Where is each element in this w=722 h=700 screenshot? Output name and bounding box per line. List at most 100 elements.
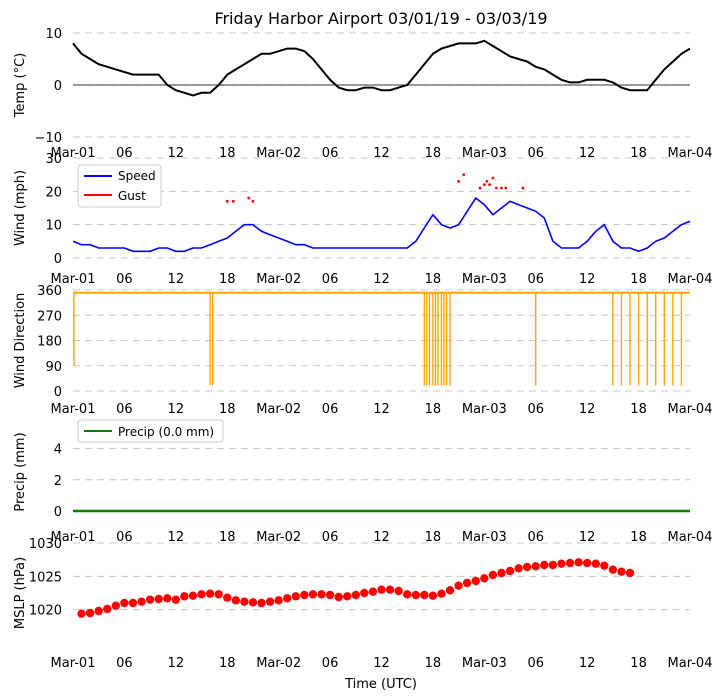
x-tick-label: Mar-04 [668,272,713,287]
x-tick-label: 12 [579,402,596,417]
y-tick-label: 0 [54,252,62,267]
mslp-point [531,562,540,571]
gust-point [482,183,486,187]
y-tick-label: −10 [35,131,62,146]
mslp-point [368,587,378,596]
legend-box [77,419,224,443]
y-tick-label: 1020 [29,604,62,619]
mslp-point [428,591,438,600]
gust-point [231,199,235,203]
x-tick-label: 12 [168,402,185,417]
x-tick-label: 18 [425,402,442,417]
wind-speed-line [72,196,691,253]
gust-point [488,183,491,187]
mslp-point [505,566,515,576]
x-tick-label: 12 [373,656,390,671]
y-tick-label: 0 [54,385,62,400]
x-tick-label: Mar-01 [51,530,96,545]
x-tick-label: Mar-02 [256,402,301,417]
gust-point [494,186,498,190]
mslp-point [351,590,360,600]
x-tick-label: 18 [630,530,647,545]
x-tick-label: 18 [219,272,236,287]
mslp-point [265,597,275,606]
x-tick-label: Mar-04 [668,530,713,545]
mslp-point [120,598,129,608]
mslp-point [94,606,103,616]
x-tick-label: 18 [425,656,442,671]
x-tick-label: 12 [579,656,596,671]
x-tick-label: 12 [373,272,390,287]
x-tick-label: 18 [630,402,647,417]
mslp-point [420,590,429,600]
legend-label-speed: Speed [118,169,156,183]
y-tick-label: 0 [54,79,62,94]
y-tick-label: 30 [45,152,62,167]
mslp-point [103,604,112,614]
gust-point [478,186,482,190]
mslp-point [180,592,189,601]
y-axis-label: Wind Direction [13,293,28,389]
x-tick-label: 12 [168,656,185,671]
y-tick-label: 90 [45,360,62,375]
x-tick-label: 12 [168,530,185,545]
x-tick-label: 18 [425,272,442,287]
mslp-point [291,592,301,601]
y-tick-label: 10 [45,219,62,234]
x-tick-label: Mar-02 [256,146,301,161]
mslp-point [454,581,463,590]
mslp-point [240,597,249,606]
x-tick-label: Mar-02 [256,272,301,287]
mslp-point [325,590,335,600]
mslp-point [394,586,403,596]
mslp-point [343,592,352,601]
mslp-point [85,608,95,618]
mslp-point [214,590,223,599]
y-tick-label: 10 [45,27,62,42]
x-tick-label: Mar-04 [668,402,713,417]
chart-title: Friday Harbor Airport 03/01/19 - 03/03/1… [214,9,547,28]
mslp-point [111,601,121,610]
gust-point [500,186,503,190]
x-tick-label: 06 [322,656,339,671]
mslp-point [548,560,558,570]
mslp-point [154,594,163,604]
gust-point [251,199,255,203]
mslp-point [462,578,472,588]
y-tick-label: 360 [37,284,62,299]
x-tick-label: 18 [219,656,236,671]
mslp-point [522,562,532,572]
x-tick-label: Mar-03 [462,530,507,545]
x-tick-label: 12 [579,146,596,161]
y-tick-label: 1025 [29,570,62,585]
x-tick-label: Mar-04 [668,656,713,671]
mslp-point [480,574,489,583]
x-tick-label: 06 [527,402,544,417]
x-tick-label: 18 [630,656,647,671]
mslp-point [471,576,480,586]
x-tick-label: 12 [168,146,185,161]
mslp-point [608,565,618,574]
x-tick-label: 18 [425,146,442,161]
x-tick-label: 06 [527,530,544,545]
x-tick-label: Mar-02 [256,656,301,671]
mslp-point [600,561,609,570]
mslp-point [514,564,523,573]
x-tick-label: 18 [630,272,647,287]
x-tick-label: 06 [116,530,133,545]
x-tick-label: 12 [579,272,596,287]
gust-point [491,176,495,180]
gust-point [462,173,466,177]
x-tick-label: 06 [527,272,544,287]
mslp-point [437,589,446,598]
y-tick-label: 20 [45,185,62,200]
mslp-point [582,558,592,568]
x-tick-label: 06 [116,656,133,671]
gust-point [247,196,251,200]
y-tick-label: 180 [37,335,62,350]
x-tick-label: 12 [579,530,596,545]
gust-point [504,186,508,190]
y-tick-label: 270 [37,309,62,324]
gust-point [485,179,489,183]
